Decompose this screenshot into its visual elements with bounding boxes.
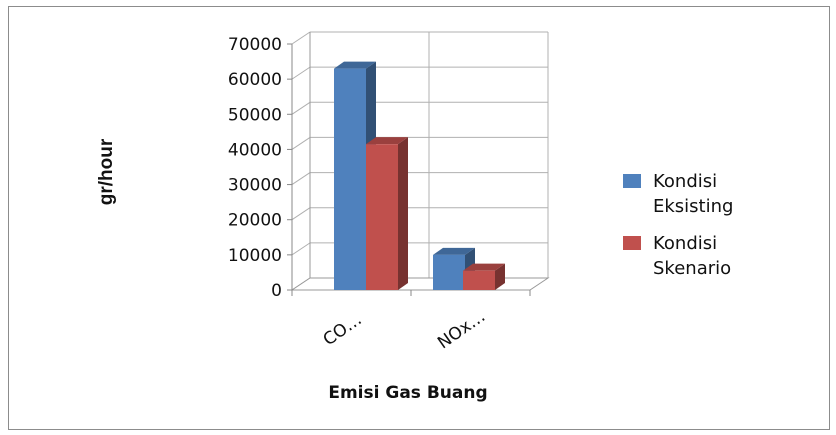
y-tick-label: 30000 <box>228 176 282 196</box>
y-tick-label: 20000 <box>228 211 282 231</box>
legend-swatch-skenario <box>623 236 641 250</box>
gridline-diag-7 <box>291 31 311 45</box>
gridline-diag-1 <box>291 242 311 256</box>
bars <box>334 61 505 290</box>
axes <box>287 43 531 296</box>
gridline-diag-4 <box>291 137 311 150</box>
x-tick-labels: CO… NOx… <box>320 306 490 353</box>
gridline-diag-3 <box>291 172 311 185</box>
bar-1-1 <box>463 270 495 290</box>
bar-0-1 <box>433 254 465 290</box>
y-tick-label: 50000 <box>228 105 282 125</box>
x-axis-label: Emisi Gas Buang <box>328 383 487 403</box>
gridline-diag-2 <box>291 207 311 221</box>
y-tick-label: 40000 <box>228 140 282 160</box>
chart-frame <box>8 6 830 430</box>
gridlines <box>290 31 550 291</box>
gridline-diag-5 <box>291 101 311 115</box>
legend-label-eksisting-1: Kondisi <box>653 171 717 192</box>
legend-label-skenario-1: Kondisi <box>653 233 717 254</box>
gridline-diag-6 <box>291 66 311 80</box>
bar-top-0-1 <box>433 247 475 255</box>
legend-swatch-eksisting <box>623 174 641 188</box>
bar-0-0 <box>334 68 366 290</box>
y-tick-label: 60000 <box>228 70 282 90</box>
bar-top-1-0 <box>366 137 408 145</box>
y-axis-label: gr/hour <box>96 138 117 205</box>
bar-top-1-1 <box>463 263 505 271</box>
floor <box>290 277 550 291</box>
legend-label-eksisting-2: Eksisting <box>653 196 733 217</box>
y-tick-label: 70000 <box>228 35 282 55</box>
y-tick-labels: 0 10000 20000 30000 40000 50000 60000 70000 <box>228 35 282 301</box>
bar-side-1-0 <box>398 137 408 290</box>
legend: Kondisi Eksisting Kondisi Skenario <box>623 171 733 279</box>
bar-side-1-1 <box>495 263 505 290</box>
legend-label-skenario-2: Skenario <box>653 258 731 279</box>
y-tick-label: 0 <box>271 281 282 301</box>
bar-top-0-0 <box>334 61 376 69</box>
bar-1-0 <box>366 144 398 290</box>
x-tick-label: NOx… <box>434 306 489 353</box>
y-tick-label: 10000 <box>228 246 282 266</box>
x-tick-label: CO… <box>320 310 366 351</box>
